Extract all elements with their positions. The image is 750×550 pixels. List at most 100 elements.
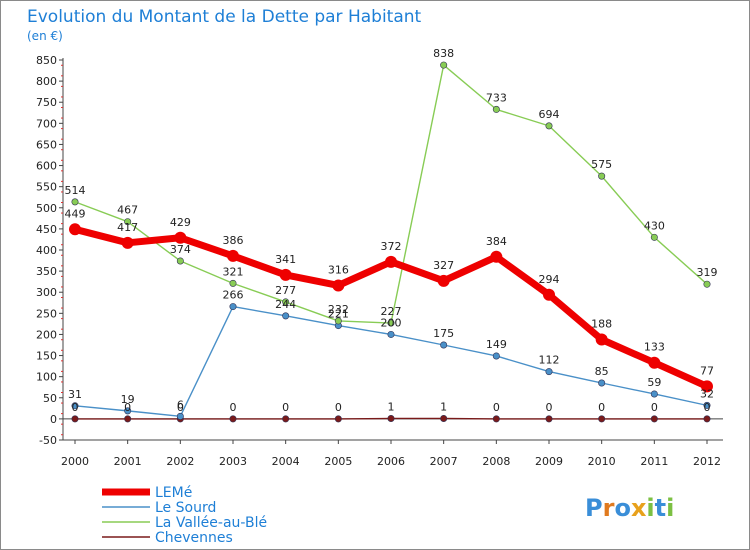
data-label-la-vall-e-au-bl: 277 [275, 284, 296, 297]
data-point-le-sourd [598, 379, 606, 387]
data-label-le-sourd: 266 [223, 289, 244, 302]
data-label-chevennes: 0 [704, 401, 711, 414]
data-point-lem [69, 223, 81, 236]
axes: -500501001502002503003504004505005506006… [36, 54, 723, 468]
data-label-le-sourd: 200 [381, 316, 402, 329]
data-label-lem: 77 [700, 364, 714, 377]
data-label-chevennes: 0 [493, 401, 500, 414]
y-tick-label: 100 [36, 371, 57, 384]
data-point-le-sourd [282, 312, 290, 320]
data-point-lem [701, 380, 713, 393]
data-label-lem: 133 [644, 341, 665, 354]
proxiti-logo: Proxiti [585, 494, 674, 522]
y-tick-label: 550 [36, 181, 57, 194]
y-tick-label: 400 [36, 244, 57, 257]
data-point-le-sourd [703, 401, 711, 409]
data-label-chevennes: 0 [72, 401, 79, 414]
data-point-la-vall-e-au-bl [440, 61, 448, 69]
data-label-la-vall-e-au-bl: 514 [65, 184, 86, 197]
x-tick-label: 2002 [166, 455, 194, 468]
y-tick-label: 650 [36, 138, 57, 151]
series-group [69, 61, 713, 423]
logo-letter: r [603, 494, 615, 522]
data-point-la-vall-e-au-bl [598, 172, 606, 180]
data-label-lem: 294 [539, 273, 560, 286]
legend-label-la-vall-e-au-bl: La Vallée-au-Blé [155, 515, 267, 531]
legend-label-lem: LEMé [155, 485, 192, 501]
data-point-la-vall-e-au-bl [650, 233, 658, 241]
data-label-la-vall-e-au-bl: 232 [328, 303, 349, 316]
data-point-chevennes [334, 415, 342, 423]
data-point-la-vall-e-au-bl [176, 257, 184, 265]
data-point-chevennes [387, 414, 395, 422]
x-tick-label: 2008 [482, 455, 510, 468]
y-tick-label: 0 [50, 413, 57, 426]
data-label-chevennes: 1 [440, 400, 447, 413]
data-label-la-vall-e-au-bl: 227 [381, 305, 402, 318]
x-tick-label: 2010 [588, 455, 616, 468]
y-tick-label: 500 [36, 202, 57, 215]
data-point-chevennes [545, 415, 553, 423]
data-label-la-vall-e-au-bl: 838 [433, 47, 454, 60]
y-tick-label: 150 [36, 350, 57, 363]
logo-letter: o [614, 494, 631, 522]
data-point-lem [437, 274, 450, 287]
chart-subtitle: (en €) [27, 29, 63, 43]
data-point-la-vall-e-au-bl [492, 105, 500, 113]
data-label-lem: 372 [381, 240, 402, 253]
data-point-le-sourd [71, 402, 79, 410]
legend-label-chevennes: Chevennes [155, 530, 233, 546]
data-point-lem [227, 249, 239, 262]
data-point-le-sourd [650, 390, 658, 398]
data-point-chevennes [229, 415, 237, 423]
data-label-le-sourd: 221 [328, 308, 349, 321]
x-tick-label: 2006 [377, 455, 405, 468]
data-point-chevennes [598, 415, 606, 423]
data-point-chevennes [492, 415, 500, 423]
data-label-lem: 384 [486, 235, 507, 248]
data-point-lem [543, 288, 555, 301]
chart-title: Evolution du Montant de la Dette par Hab… [27, 7, 422, 27]
data-label-lem: 327 [433, 259, 454, 272]
data-point-chevennes [440, 414, 448, 422]
data-label-chevennes: 0 [546, 401, 553, 414]
x-tick-label: 2001 [114, 455, 142, 468]
logo-letter: i [646, 494, 654, 522]
y-tick-label: 850 [36, 54, 57, 67]
data-label-le-sourd: 149 [486, 338, 507, 351]
data-label-le-sourd: 59 [647, 376, 661, 389]
data-point-la-vall-e-au-bl [124, 218, 132, 226]
x-tick-label: 2003 [219, 455, 247, 468]
data-label-le-sourd: 112 [539, 354, 560, 367]
data-point-chevennes [282, 415, 290, 423]
legend-label-le-sourd: Le Sourd [155, 500, 216, 516]
data-label-lem: 341 [275, 253, 296, 266]
data-label-la-vall-e-au-bl: 733 [486, 91, 507, 104]
data-label-le-sourd: 244 [275, 298, 296, 311]
logo-letter: t [655, 494, 666, 522]
data-label-chevennes: 0 [335, 401, 342, 414]
data-point-le-sourd [124, 407, 132, 415]
data-label-lem: 316 [328, 263, 349, 276]
data-point-le-sourd [492, 352, 500, 360]
data-label-la-vall-e-au-bl: 319 [697, 266, 718, 279]
x-tick-label: 2004 [272, 455, 300, 468]
y-tick-label: 50 [43, 392, 57, 405]
data-point-lem [279, 268, 292, 281]
data-point-chevennes [703, 415, 711, 423]
data-label-la-vall-e-au-bl: 321 [223, 265, 244, 278]
data-label-le-sourd: 175 [433, 327, 454, 340]
data-point-la-vall-e-au-bl [71, 198, 79, 206]
data-label-la-vall-e-au-bl: 374 [170, 243, 191, 256]
data-label-le-sourd: 32 [700, 387, 714, 400]
data-point-lem [385, 255, 397, 268]
data-point-le-sourd [545, 368, 553, 376]
data-label-le-sourd: 85 [595, 365, 609, 378]
series-line-la-vall-e-au-bl [74, 64, 708, 324]
data-label-lem: 386 [223, 234, 244, 247]
data-point-la-vall-e-au-bl [229, 279, 237, 287]
data-label-chevennes: 0 [651, 401, 658, 414]
